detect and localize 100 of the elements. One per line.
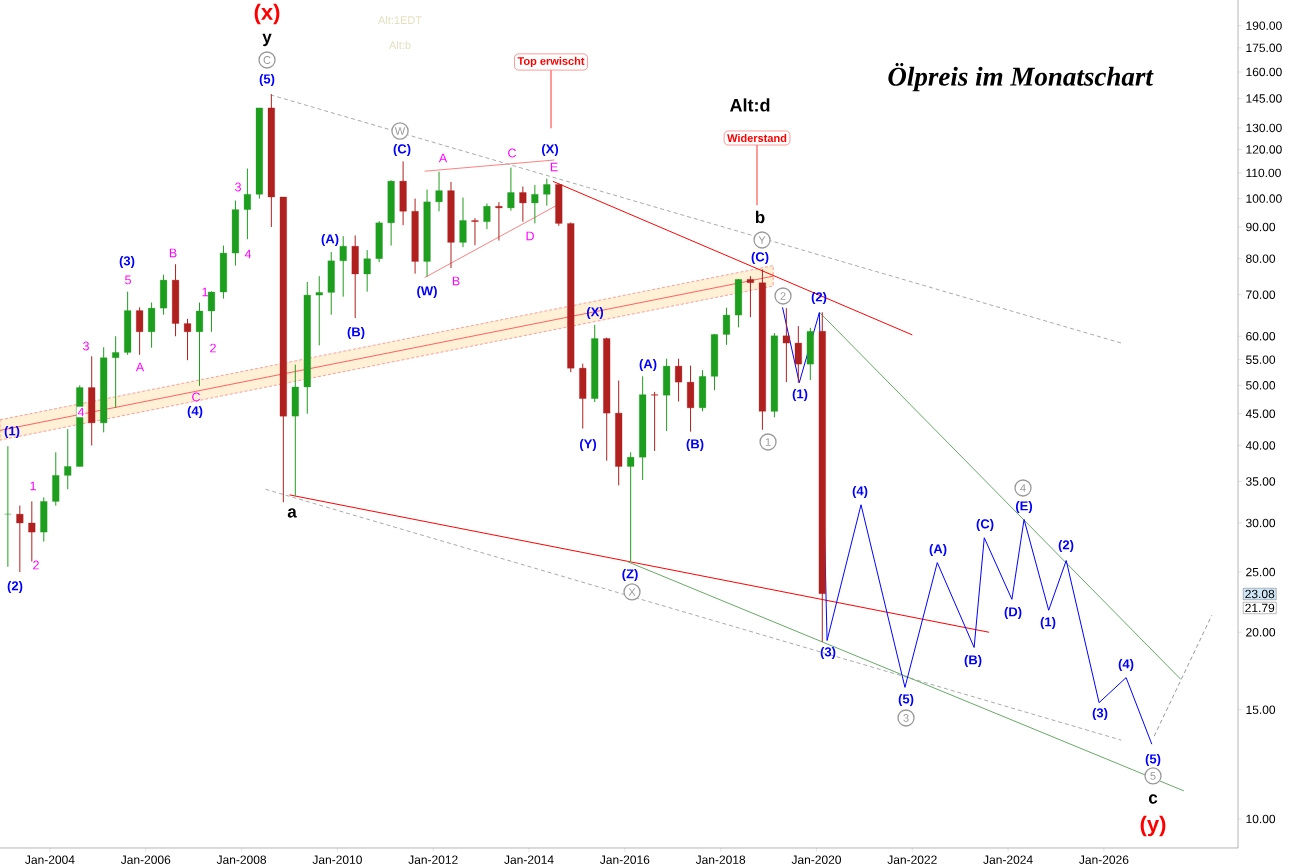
x-tick-label: Jan-2024 (983, 855, 1033, 864)
candlestick (64, 428, 72, 490)
y-tick-label: 70.00 (1246, 290, 1276, 299)
annotation: (y) (1140, 815, 1166, 837)
candlestick (459, 197, 467, 248)
candlestick (243, 168, 251, 240)
annotation: c (1148, 794, 1158, 804)
y-tick-label: 20.00 (1246, 628, 1276, 637)
candlestick (435, 171, 443, 212)
annotation: Alt:b (389, 40, 411, 50)
annotation: C (508, 148, 517, 158)
annotation: (C) (751, 251, 769, 265)
y-tick-label: 10.00 (1246, 814, 1276, 824)
annotation: E (550, 162, 558, 172)
candlestick (483, 202, 491, 230)
candlestick (148, 302, 156, 349)
y-tick-label: 15.00 (1246, 705, 1276, 714)
text: 23.08 (1245, 589, 1275, 599)
annotation: a (287, 508, 297, 518)
annotation: 5 (1150, 772, 1156, 780)
x-tick-label: Jan-2010 (312, 855, 362, 864)
annotation: 1 (30, 481, 36, 491)
candlestick (794, 325, 802, 384)
annotation: (3) (119, 255, 135, 269)
y-tick-label: 130.00 (1246, 123, 1282, 133)
candlestick (531, 184, 539, 224)
candlestick (136, 306, 144, 356)
candlestick (207, 290, 215, 333)
annotation: (2) (1058, 539, 1074, 553)
candlestick (471, 217, 479, 246)
annotation: (1) (4, 425, 20, 439)
annotation: (3) (1092, 707, 1108, 721)
annotation: (B) (347, 326, 365, 340)
y-tick-label: 25.00 (1246, 567, 1276, 577)
candlestick (543, 178, 551, 207)
annotation: Y (758, 236, 766, 244)
annotation: 1 (202, 287, 208, 297)
y-tick-label: 30.00 (1246, 518, 1276, 528)
y-tick-label: 60.00 (1246, 331, 1276, 341)
annotation: (A) (321, 233, 339, 247)
annotation: Widerstand (727, 133, 787, 143)
annotation: X (628, 588, 636, 596)
text: Ölpreis im Monatschart (888, 63, 1154, 92)
y-tick-label: 50.00 (1246, 381, 1276, 390)
annotation: (X) (541, 143, 559, 157)
annotation: (5) (259, 73, 275, 87)
annotation: 4 (77, 407, 85, 417)
x-tick-label: Jan-2012 (408, 855, 458, 864)
annotation: Top erwischt (517, 56, 585, 68)
y-tick-label: 100.00 (1246, 194, 1282, 203)
annotation: Alt:d (729, 98, 770, 112)
y-tick-label: 80.00 (1246, 254, 1276, 263)
annotation: Alt:1EDT (378, 15, 422, 24)
annotation: (C) (976, 518, 994, 532)
annotation: D (526, 231, 534, 241)
annotation: (5) (1145, 753, 1161, 767)
annotation: (Y) (580, 438, 597, 452)
y-tick-label: 160.00 (1246, 67, 1282, 77)
annotation: B (452, 276, 460, 286)
x-tick-label: Jan-2026 (1079, 855, 1129, 864)
candlestick (195, 302, 203, 387)
annotation: 2 (780, 292, 786, 300)
x-tick-label: Jan-2022 (887, 855, 937, 864)
candlestick (746, 275, 754, 318)
annotation: (E) (1015, 500, 1033, 514)
candlestick (627, 451, 635, 562)
y-tick-label: 175.00 (1246, 43, 1282, 53)
candlestick (363, 249, 371, 293)
candlestick (184, 318, 192, 361)
x-tick-label: Jan-2006 (120, 855, 171, 864)
annotation: 3 (235, 182, 241, 192)
x-tick-label: Jan-2016 (600, 855, 650, 864)
annotation: (2) (811, 291, 827, 305)
annotation: (A) (929, 543, 947, 557)
annotation: C (192, 392, 201, 402)
candlestick (339, 235, 347, 298)
annotation: (x) (254, 3, 280, 25)
annotation: (1) (1040, 616, 1056, 630)
x-tick-label: Jan-2018 (695, 855, 746, 864)
annotation: 5 (125, 275, 131, 285)
annotation: (4) (1118, 658, 1134, 672)
annotation: 2 (210, 343, 216, 353)
annotation: (W) (417, 285, 437, 299)
annotation: (5) (898, 693, 914, 707)
annotation: 3 (83, 341, 89, 351)
y-tick-label: 145.00 (1246, 94, 1282, 103)
annotation: (D) (1004, 606, 1022, 620)
y-tick-label: 90.00 (1246, 222, 1276, 232)
x-tick-label: Jan-2004 (25, 855, 75, 864)
annotation: 3 (903, 714, 909, 722)
annotation: 2 (33, 560, 39, 570)
candlestick (112, 335, 120, 409)
candlestick (722, 307, 730, 346)
annotation: A (135, 362, 145, 372)
annotation: (2) (7, 580, 23, 594)
candlestick (4, 445, 12, 568)
candlestick (507, 167, 515, 212)
candlestick (519, 185, 527, 223)
annotation: B (169, 248, 177, 258)
y-tick-label: 110.00 (1246, 168, 1281, 178)
